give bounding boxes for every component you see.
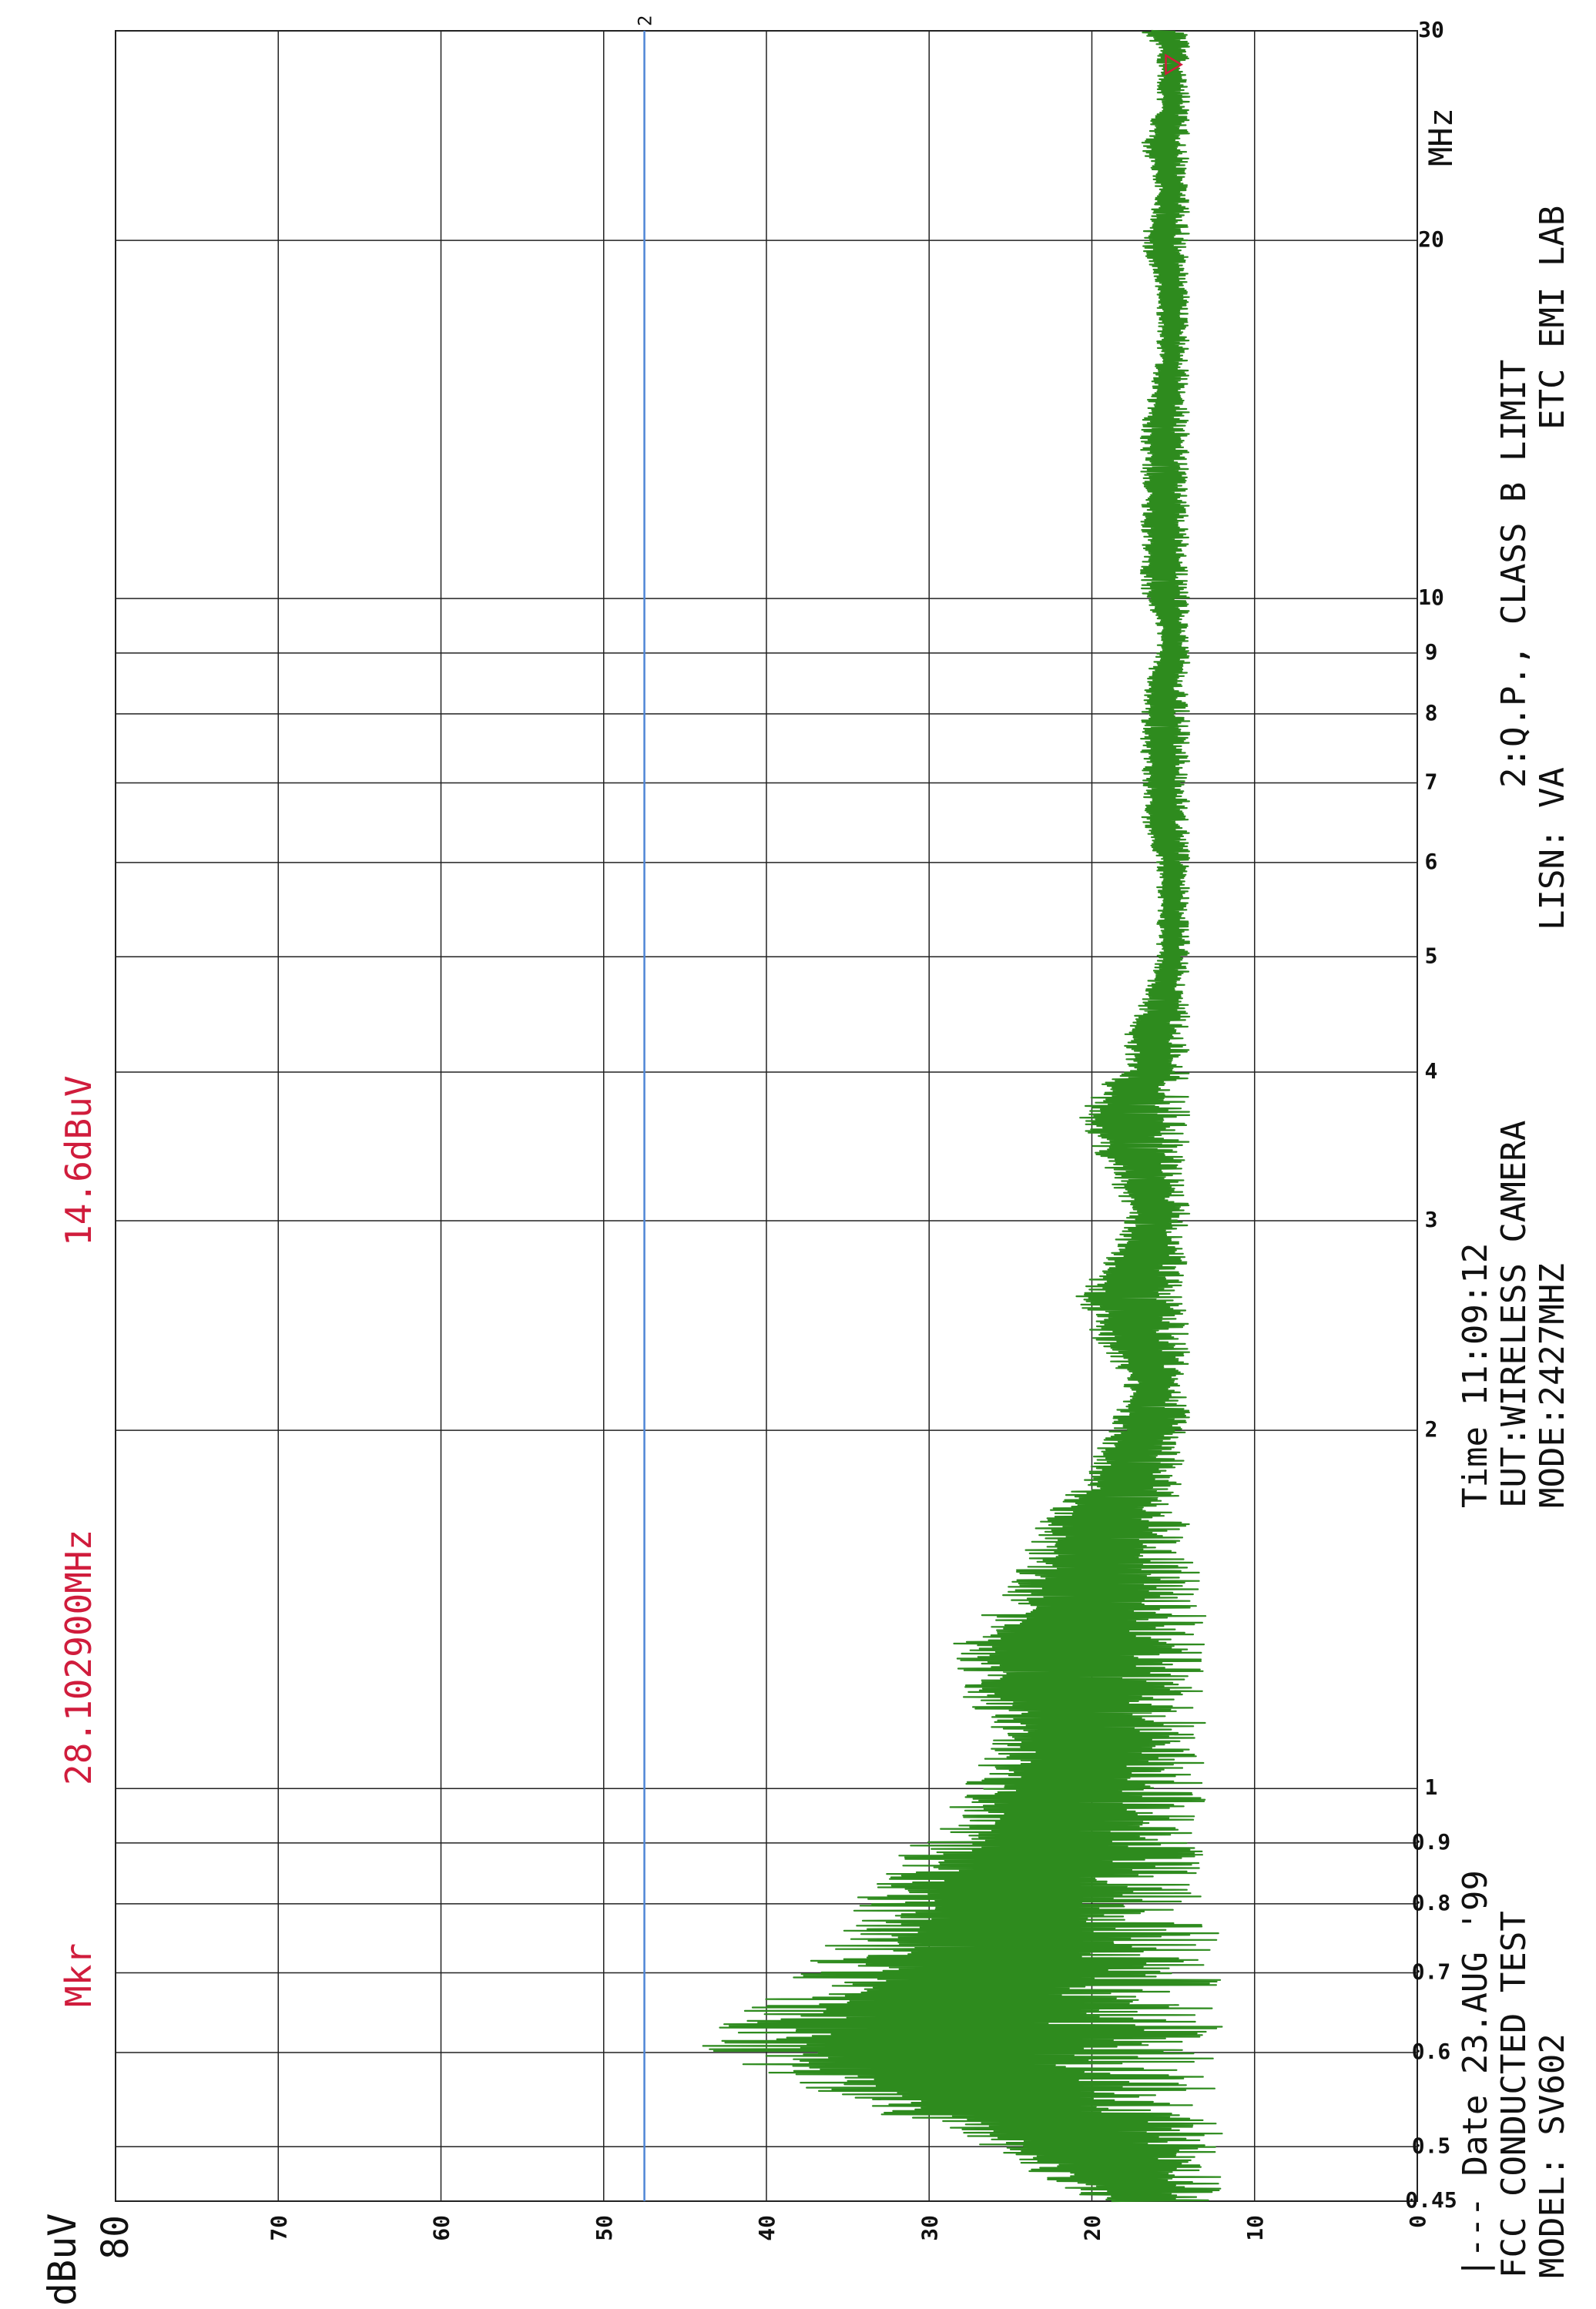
info-eut: EUT:WIRELESS CAMERA [1494,1121,1534,1508]
marker-triangle [1165,53,1183,76]
y-tick-label: 10 [1242,2215,1268,2241]
marker-frequency: 28.102900MHz [58,1530,99,1785]
x-tick-label: 0.8 [1412,1890,1451,1915]
x-tick-label: 3 [1425,1207,1438,1232]
x-tick-label: 0.6 [1412,2039,1451,2064]
x-tick-label: 6 [1425,849,1438,874]
x-tick-label: 7 [1425,769,1438,794]
y-tick-label: 0 [1405,2215,1430,2228]
x-tick-label: 9 [1425,639,1438,665]
x-tick-label: 0.5 [1412,2133,1451,2158]
info-lisn: LISN: VA [1533,767,1572,930]
y-tick-label: 60 [429,2215,454,2241]
y-tick-label: 70 [266,2215,291,2241]
x-tick-label: 8 [1425,700,1438,726]
y-tick-label: 80 [94,2215,137,2260]
x-tick-label: 0.7 [1412,1959,1451,1985]
info-test: FCC CONDUCTED TEST [1494,1911,1534,2278]
info-model: MODEL: SV602 [1533,2033,1572,2278]
info-time: Time 11:09:12 [1456,1243,1495,1508]
y-tick-labels: 0 10 20 30 40 50 60 70 80 [94,2215,1430,2260]
x-tick-labels: 0.45 0.5 0.6 0.7 0.8 0.9 1 2 3 4 5 6 7 8 9 10 20 30 [1405,17,1457,2213]
y-tick-label: 50 [592,2215,617,2241]
x-tick-label: 10 [1418,585,1444,610]
marker-label: Mkr [58,1943,99,2007]
info-mode: MODE:2427MHZ [1533,1263,1572,1508]
marker-level: 14.6dBuV [58,1075,99,1246]
info-date: |--- Date 23.AUG '99 [1456,1870,1495,2278]
x-tick-label: 5 [1425,943,1438,968]
limit-line-label: 2 [635,15,656,26]
x-tick-label: 0.45 [1405,2187,1457,2213]
y-tick-label: 20 [1080,2215,1105,2241]
x-tick-label: 1 [1425,1774,1438,1800]
x-tick-label: 0.9 [1412,1829,1451,1855]
rotated-chart-group: 2 0.45 0.5 0.6 0.7 0.8 0.9 1 2 3 4 5 6 7 8 9 10 20 30 0 10… [40,15,1572,2306]
x-tick-label: 20 [1418,226,1444,252]
y-tick-label: 40 [754,2215,780,2241]
limit-line-group: 2 [635,15,656,2201]
x-tick-label: 4 [1425,1058,1438,1084]
emission-trace-series [702,29,1223,2203]
info-limit: 2:Q.P., CLASS B LIMIT [1494,360,1534,788]
x-tick-label: 30 [1418,17,1444,42]
y-axis-title: dBuV [40,2213,85,2306]
emission-trace [702,29,1223,2203]
y-tick-label: 30 [917,2215,942,2241]
x-tick-label: 2 [1425,1416,1438,1442]
x-unit-label: MHz [1422,108,1460,166]
info-lab: ETC EMI LAB [1533,206,1572,430]
